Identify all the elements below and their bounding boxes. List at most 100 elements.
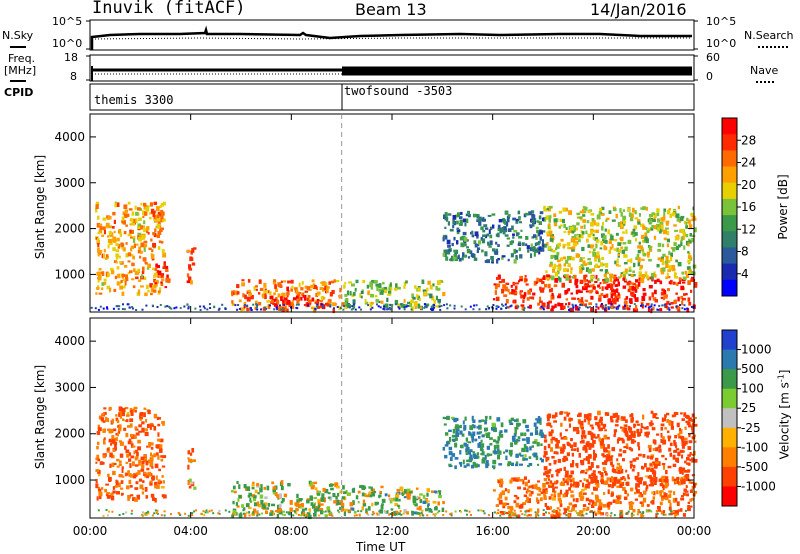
echo-cell bbox=[501, 511, 505, 516]
echo-cell bbox=[102, 420, 106, 423]
echo-cell bbox=[241, 504, 244, 508]
echo-cell bbox=[348, 281, 352, 284]
echo-cell bbox=[273, 303, 278, 307]
echo-cell bbox=[544, 497, 547, 500]
echo-cell bbox=[563, 274, 567, 277]
echo-cell bbox=[558, 225, 562, 229]
echo-cell bbox=[641, 465, 644, 470]
echo-cell bbox=[638, 494, 642, 498]
echo-cell bbox=[520, 294, 524, 299]
echo-cell bbox=[259, 494, 264, 499]
ground-scatter-cell bbox=[153, 512, 156, 515]
echo-cell bbox=[596, 498, 600, 503]
echo-cell bbox=[562, 443, 566, 449]
echo-cell bbox=[380, 300, 384, 304]
echo-cell bbox=[414, 504, 418, 507]
echo-cell bbox=[160, 486, 165, 489]
echo-cell bbox=[463, 241, 467, 244]
ground-scatter-cell bbox=[144, 513, 147, 516]
echo-cell bbox=[291, 304, 295, 309]
echo-cell bbox=[448, 429, 452, 432]
echo-cell bbox=[518, 247, 521, 252]
echo-cell bbox=[149, 212, 153, 215]
echo-cell bbox=[126, 419, 129, 423]
echo-cell bbox=[657, 242, 662, 247]
echo-cell bbox=[680, 240, 683, 243]
echo-cell bbox=[191, 448, 195, 453]
echo-cell bbox=[289, 507, 293, 512]
ground-scatter-cell bbox=[318, 514, 321, 517]
echo-cell bbox=[653, 491, 656, 496]
ground-scatter-cell bbox=[499, 514, 502, 517]
echo-cell bbox=[505, 221, 509, 227]
echo-cell bbox=[576, 216, 580, 219]
echo-cell bbox=[512, 281, 515, 286]
echo-cell bbox=[659, 501, 663, 506]
echo-cell bbox=[605, 263, 609, 268]
echo-cell bbox=[621, 427, 626, 432]
echo-cell bbox=[642, 497, 647, 503]
echo-cell bbox=[165, 265, 169, 269]
echo-cell bbox=[655, 447, 659, 452]
echo-cell bbox=[564, 480, 568, 484]
echo-cell bbox=[609, 233, 613, 237]
ground-scatter-cell bbox=[600, 303, 603, 305]
ground-scatter-cell bbox=[642, 512, 645, 515]
echo-cell bbox=[454, 457, 459, 460]
echo-cell bbox=[658, 448, 662, 453]
ground-scatter-cell bbox=[442, 514, 445, 517]
echo-cell bbox=[471, 230, 474, 235]
echo-cell bbox=[586, 441, 590, 446]
echo-cell bbox=[146, 284, 149, 289]
echo-cell bbox=[536, 419, 540, 424]
echo-cell bbox=[609, 277, 613, 283]
ground-scatter-cell bbox=[252, 512, 255, 515]
ground-scatter-cell bbox=[348, 306, 351, 309]
echo-cell bbox=[379, 490, 383, 494]
echo-cell bbox=[591, 268, 595, 272]
echo-cell bbox=[150, 446, 154, 450]
echo-cell bbox=[550, 308, 554, 312]
echo-cell bbox=[439, 279, 443, 283]
echo-cell bbox=[378, 283, 382, 288]
echo-cell bbox=[320, 509, 324, 515]
echo-cell bbox=[364, 299, 367, 303]
echo-cell bbox=[610, 476, 613, 479]
echo-cell bbox=[406, 488, 411, 492]
echo-cell bbox=[333, 279, 336, 283]
echo-cell bbox=[191, 248, 195, 253]
echo-cell bbox=[643, 490, 647, 495]
echo-cell bbox=[128, 452, 132, 456]
echo-cell bbox=[95, 483, 99, 489]
echo-cell bbox=[590, 295, 594, 300]
echo-cell bbox=[554, 271, 558, 277]
echo-cell bbox=[535, 235, 538, 240]
echo-cell bbox=[690, 278, 695, 282]
echo-cell bbox=[635, 304, 638, 310]
echo-cell bbox=[575, 427, 579, 431]
echo-cell bbox=[286, 294, 289, 298]
ground-scatter-cell bbox=[130, 512, 133, 515]
echo-cell bbox=[685, 225, 688, 229]
ground-scatter-cell bbox=[523, 513, 526, 516]
echo-cell bbox=[562, 243, 566, 249]
echo-cell bbox=[241, 282, 245, 287]
echo-cell bbox=[610, 274, 614, 278]
echo-cell bbox=[634, 289, 638, 293]
echo-cell bbox=[636, 423, 641, 426]
ground-scatter-cell bbox=[656, 512, 659, 515]
echo-cell bbox=[617, 437, 621, 441]
echo-cell bbox=[255, 288, 258, 291]
echo-cell bbox=[296, 299, 300, 304]
echo-cell bbox=[587, 210, 591, 214]
ground-scatter-cell bbox=[468, 510, 471, 513]
echo-cell bbox=[106, 492, 110, 495]
echo-cell bbox=[442, 416, 446, 420]
echo-cell bbox=[550, 275, 555, 281]
echo-cell bbox=[286, 300, 291, 305]
echo-cell bbox=[98, 495, 102, 500]
echo-cell bbox=[545, 277, 550, 280]
echo-cell bbox=[521, 306, 525, 311]
echo-cell bbox=[127, 498, 130, 501]
echo-cell bbox=[488, 245, 492, 248]
